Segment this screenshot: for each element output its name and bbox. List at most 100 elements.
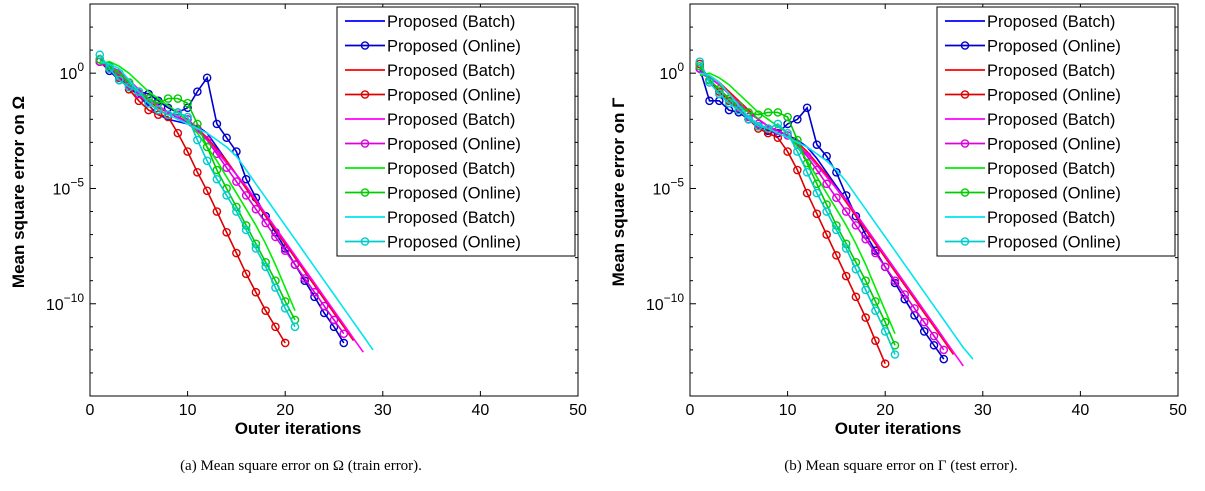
data-point <box>929 331 939 341</box>
data-point <box>919 317 929 327</box>
data-point <box>183 98 192 108</box>
data-point <box>212 174 222 184</box>
data-point <box>241 225 251 235</box>
x-tick-label: 10 <box>179 402 197 419</box>
data-point <box>880 262 890 272</box>
data-point <box>173 128 183 138</box>
data-point <box>290 260 300 269</box>
data-point <box>202 186 212 196</box>
legend-entry: Proposed (Online) <box>987 234 1121 252</box>
data-point <box>812 188 822 198</box>
legend-entry: Proposed (Batch) <box>387 111 515 129</box>
legend-box <box>336 6 576 257</box>
y-axis-title: Mean square error on Γ <box>609 98 628 287</box>
legend-marker <box>360 139 370 148</box>
chart-test-error: 0 10 20 30 40 50 100 10−5 10−10 Outer iterations M… <box>609 3 1187 438</box>
x-axis-title: Outer iterations <box>235 419 362 438</box>
data-point <box>783 147 792 156</box>
legend-marker <box>960 237 970 246</box>
data-point <box>280 338 290 348</box>
y-tick-label: 10−10 <box>46 291 84 314</box>
data-point <box>763 128 773 138</box>
data-point <box>232 248 241 258</box>
data-point <box>251 287 261 297</box>
data-point <box>763 108 773 117</box>
data-point <box>261 262 270 272</box>
data-point <box>222 227 231 237</box>
x-tick-label: 30 <box>374 402 392 419</box>
data-point <box>212 207 222 216</box>
data-point <box>754 110 763 119</box>
data-point <box>154 105 163 115</box>
data-point <box>212 149 222 159</box>
x-tick-label: 10 <box>779 402 797 419</box>
legend-entry: Proposed (Online) <box>987 38 1121 56</box>
legend-entry: Proposed (Batch) <box>987 13 1115 31</box>
data-point <box>812 209 822 219</box>
data-point <box>822 179 831 189</box>
data-point <box>734 105 744 115</box>
series-line <box>699 72 964 367</box>
series-5 <box>99 60 364 353</box>
legend: Proposed (Batch) Proposed (Online) Propose… <box>936 6 1176 257</box>
x-tick-label: 20 <box>276 402 294 419</box>
series-5 <box>699 72 964 367</box>
series-9 <box>699 72 974 360</box>
x-tick-label: 20 <box>876 402 894 419</box>
legend-marker <box>360 237 370 246</box>
data-point <box>300 274 310 283</box>
data-point <box>222 191 231 200</box>
y-tick-label: 10−5 <box>653 175 685 198</box>
y-tick-label: 100 <box>60 60 85 83</box>
data-point <box>261 306 270 315</box>
data-point <box>822 230 831 239</box>
data-point <box>212 119 222 129</box>
legend-entry: Proposed (Online) <box>987 136 1121 154</box>
data-point <box>754 121 763 131</box>
legend-entry: Proposed (Online) <box>987 87 1121 105</box>
legend-entry: Proposed (Batch) <box>987 62 1115 80</box>
data-point <box>695 57 705 66</box>
data-point <box>310 287 319 297</box>
data-point <box>724 98 734 108</box>
data-point <box>241 269 251 279</box>
data-point <box>890 350 900 359</box>
data-point <box>841 207 851 216</box>
data-point <box>251 204 261 214</box>
data-point <box>871 248 880 258</box>
data-point <box>832 251 841 260</box>
legend-entry: Proposed (Online) <box>387 87 521 105</box>
data-point <box>241 174 251 184</box>
data-point <box>222 133 231 143</box>
data-point <box>763 124 773 133</box>
data-point <box>183 112 192 122</box>
data-point <box>929 340 939 350</box>
data-point <box>802 103 812 113</box>
data-point <box>144 98 153 108</box>
legend-entry: Proposed (Batch) <box>987 209 1115 227</box>
data-point <box>871 306 880 315</box>
data-point <box>202 73 212 83</box>
data-point <box>173 108 183 117</box>
data-point <box>124 78 134 87</box>
data-point <box>271 283 280 292</box>
data-point <box>290 322 300 332</box>
data-point <box>939 345 949 355</box>
series-10 <box>95 50 300 332</box>
data-point <box>212 165 222 175</box>
chart-panel-train: 0 10 20 30 40 50 100 10−5 10−10 Outer iterations M… <box>0 0 602 491</box>
data-point <box>812 140 822 149</box>
data-point <box>154 110 163 119</box>
data-point <box>241 191 251 200</box>
x-tick-label: 50 <box>569 402 587 419</box>
data-point <box>900 290 910 299</box>
data-point <box>939 354 949 364</box>
data-point <box>822 207 831 216</box>
data-point <box>832 168 841 177</box>
x-tick-label: 0 <box>686 402 695 419</box>
data-point <box>773 108 783 117</box>
data-point <box>783 112 792 122</box>
data-point <box>890 276 900 286</box>
legend-marker <box>960 139 970 148</box>
data-point <box>251 244 261 253</box>
